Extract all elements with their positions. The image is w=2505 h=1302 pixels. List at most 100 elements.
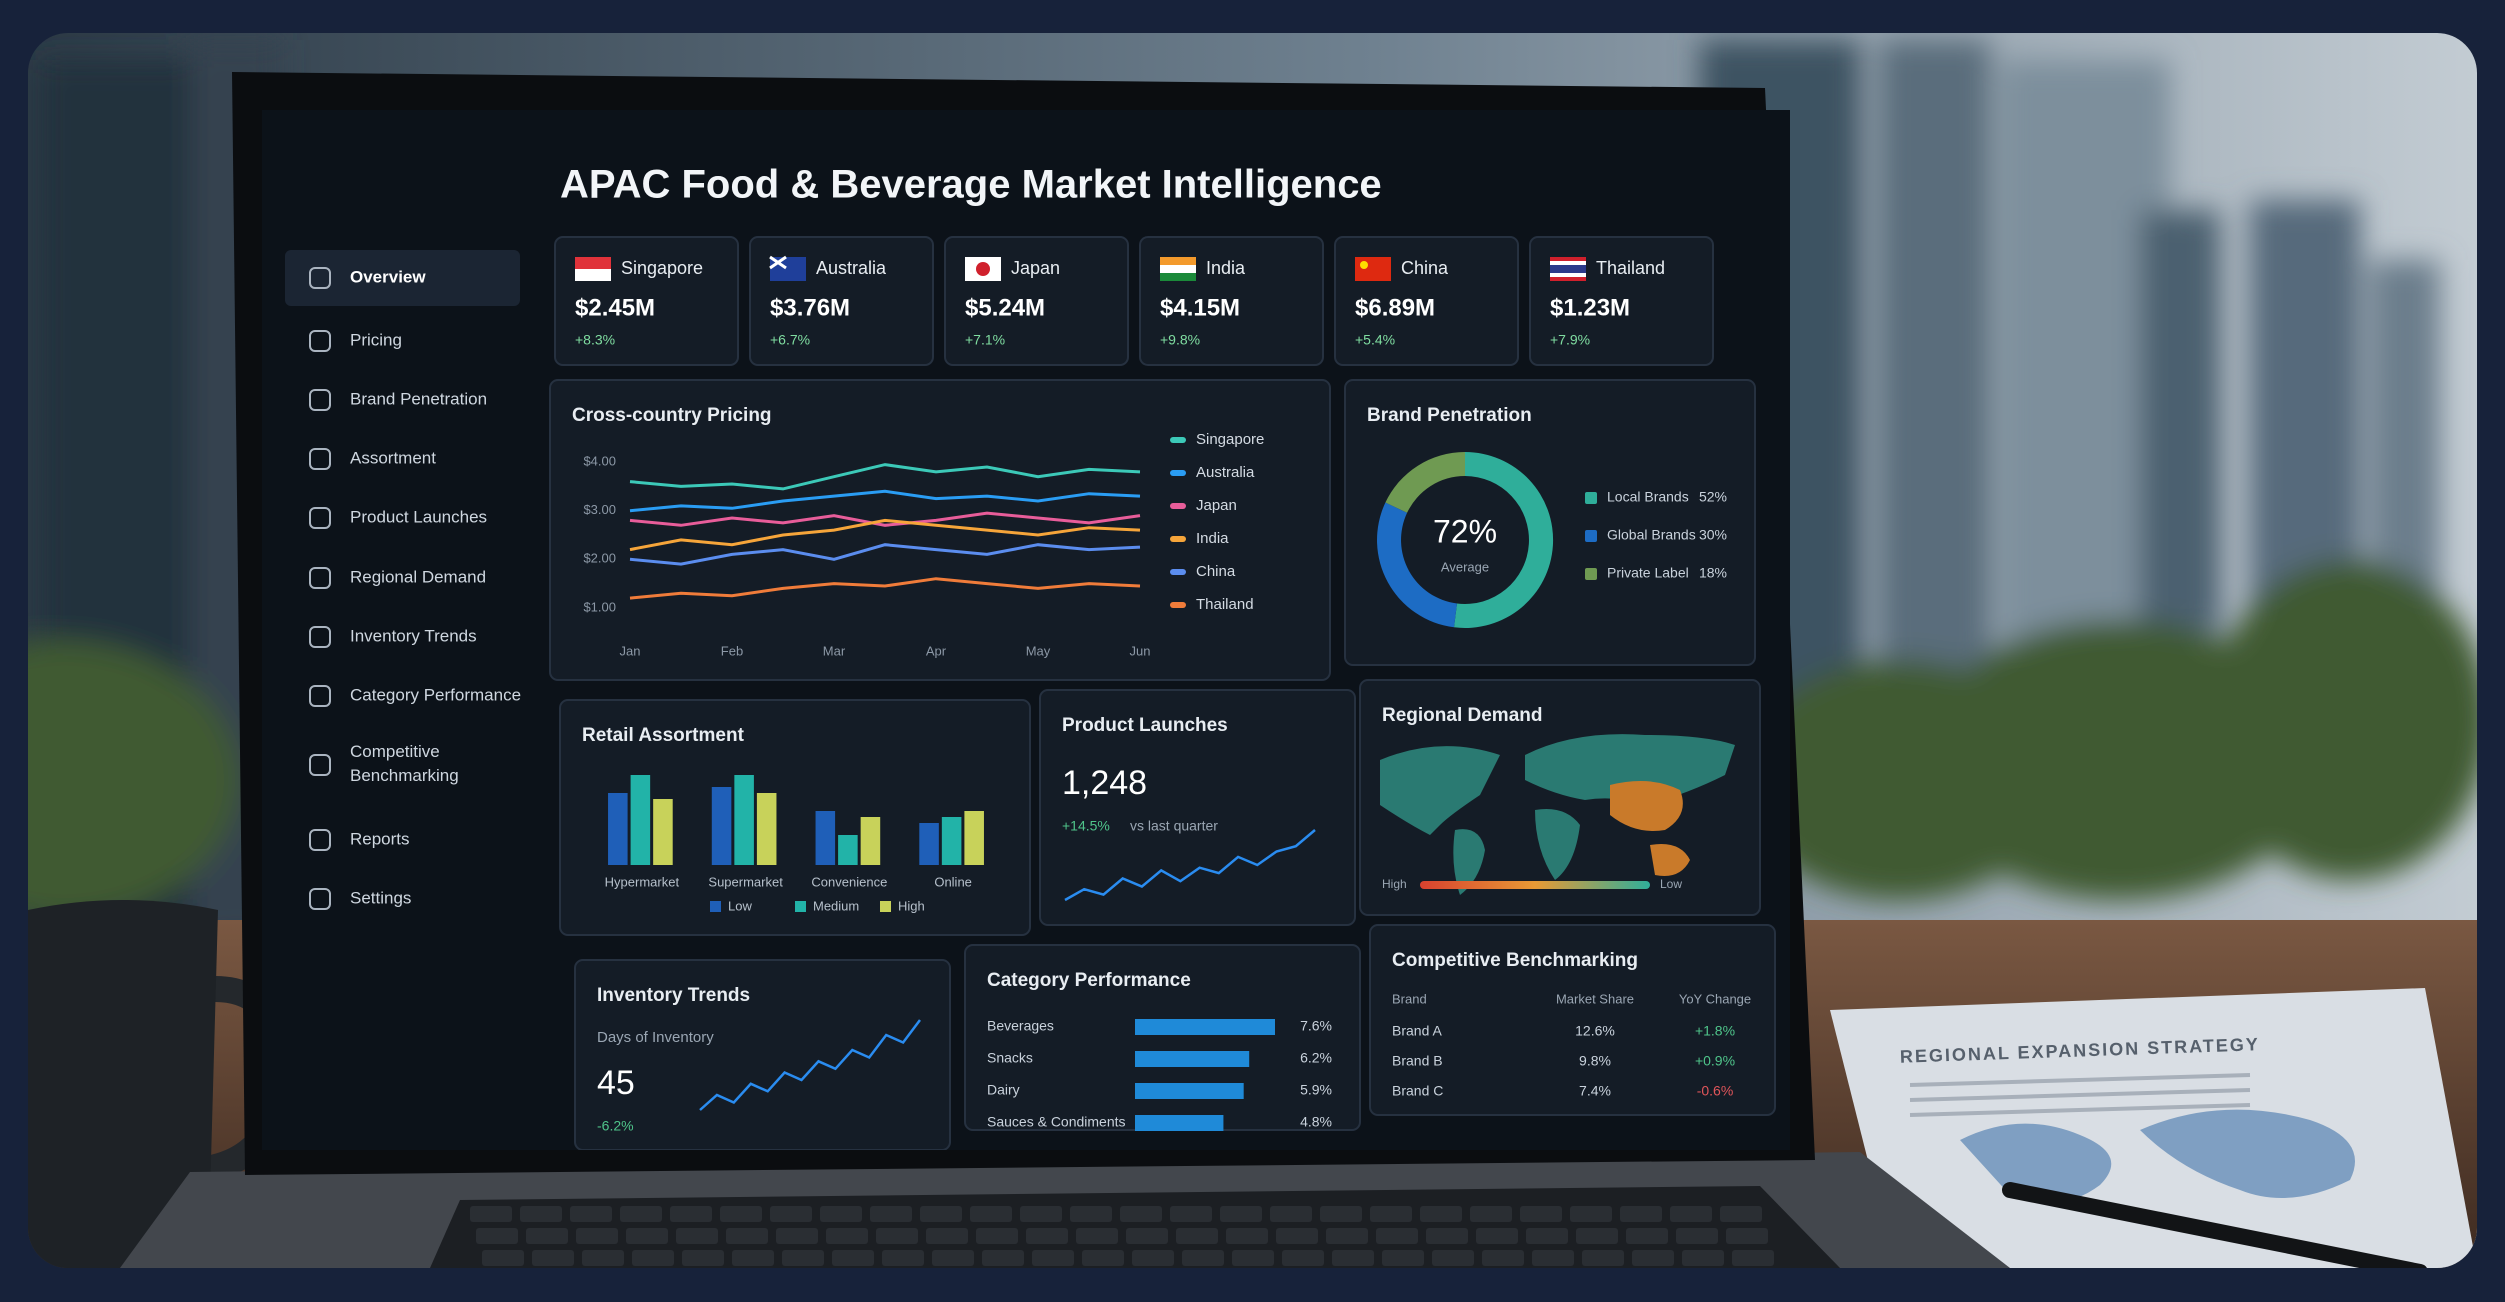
key xyxy=(1276,1228,1318,1244)
building xyxy=(1880,40,1990,690)
series-line xyxy=(629,543,1141,566)
nav-icon xyxy=(309,507,331,529)
key xyxy=(920,1206,962,1222)
key xyxy=(1176,1228,1218,1244)
nav-item[interactable]: Overview xyxy=(285,250,520,306)
key xyxy=(570,1206,612,1222)
nav-item[interactable]: Product Launches xyxy=(309,507,487,529)
nav-item[interactable]: Competitive Benchmarking xyxy=(309,742,459,785)
donut-slice xyxy=(1377,502,1457,628)
legend-label: Japan xyxy=(1196,497,1237,514)
kpi-value: $5.24M xyxy=(965,294,1045,321)
nav-label: Category Performance xyxy=(350,685,521,704)
key xyxy=(1220,1206,1262,1222)
pen xyxy=(2002,1182,2428,1268)
nav-icon xyxy=(309,330,331,352)
nav-item[interactable]: Inventory Trends xyxy=(309,626,477,648)
panel-bg xyxy=(1369,924,1776,1116)
key xyxy=(820,1206,862,1222)
table-cell: Brand B xyxy=(1392,1053,1443,1069)
table-header: Market Share xyxy=(1556,991,1634,1006)
legend-swatch xyxy=(880,901,891,912)
key xyxy=(482,1250,524,1266)
key xyxy=(1282,1250,1324,1266)
kpi-change: +14.5% xyxy=(1062,818,1110,834)
flag xyxy=(976,262,990,276)
kpi-country: Australia xyxy=(816,258,887,278)
legend-swatch xyxy=(1585,492,1597,504)
key xyxy=(932,1250,974,1266)
panel-bg xyxy=(574,959,951,1150)
value-label: 7.6% xyxy=(1300,1018,1332,1034)
legend-low: Low xyxy=(1660,877,1682,891)
key xyxy=(532,1250,574,1266)
panel: Brand Penetration Local Brands 52% Global B… xyxy=(1344,379,1756,666)
flag xyxy=(1550,261,1586,265)
panel: Regional Demand High Low xyxy=(1359,679,1761,916)
nav-item[interactable]: Brand Penetration xyxy=(309,389,487,411)
bar xyxy=(608,793,628,865)
key xyxy=(1670,1206,1712,1222)
donut-slice xyxy=(1385,452,1465,513)
bar xyxy=(1135,1083,1244,1099)
panel-title: Competitive Benchmarking xyxy=(1392,950,1638,971)
key xyxy=(1632,1250,1674,1266)
table-cell: +1.8% xyxy=(1695,1023,1735,1039)
panel-title: Brand Penetration xyxy=(1367,405,1532,426)
x-tick-label: Apr xyxy=(926,643,947,658)
table-header: YoY Change xyxy=(1679,991,1751,1006)
subtitle: Days of Inventory xyxy=(597,1029,714,1046)
x-tick-label: Feb xyxy=(721,643,743,658)
panel: Retail Assortment Hypermarket Supermarket C… xyxy=(559,699,1031,936)
panel-title: Retail Assortment xyxy=(582,725,745,746)
key xyxy=(1526,1228,1568,1244)
key xyxy=(826,1228,868,1244)
legend-swatch xyxy=(1585,568,1597,580)
kpi-change: +7.9% xyxy=(1550,332,1590,348)
key xyxy=(1520,1206,1562,1222)
series-line xyxy=(629,511,1141,527)
panel: Competitive Benchmarking Brand Market Shar… xyxy=(1369,924,1776,1116)
kpi-change: +7.1% xyxy=(965,332,1005,348)
flag xyxy=(1160,257,1196,265)
buildings xyxy=(28,40,2477,960)
panel-bg xyxy=(549,379,1331,681)
nav-label: Regional Demand xyxy=(350,567,486,586)
key xyxy=(982,1250,1024,1266)
key xyxy=(970,1206,1012,1222)
legend-swatch xyxy=(1170,602,1186,608)
kpi-change: +5.4% xyxy=(1355,332,1395,348)
nav-item[interactable]: Settings xyxy=(309,888,411,910)
table-cell: 9.8% xyxy=(1579,1053,1611,1069)
kpi-value: 1,248 xyxy=(1062,764,1147,802)
nav-highlight xyxy=(285,250,520,306)
table-cell: 7.4% xyxy=(1579,1083,1611,1099)
kpi-card: Australia $3.76M +6.7% xyxy=(749,236,934,366)
kpi-value: $2.45M xyxy=(575,294,655,321)
bar xyxy=(1135,1115,1224,1131)
nav-item[interactable]: Assortment xyxy=(309,448,436,470)
flag xyxy=(1550,257,1586,281)
kpi-value: $3.76M xyxy=(770,294,850,321)
nav-item[interactable]: Regional Demand xyxy=(309,567,486,589)
nav-label: Reports xyxy=(350,829,410,848)
bar xyxy=(1135,1051,1250,1067)
table-cell: -0.6% xyxy=(1697,1083,1734,1099)
legend-label: Medium xyxy=(813,898,859,913)
key xyxy=(1132,1250,1174,1266)
table-cell: Brand A xyxy=(1392,1023,1442,1039)
key xyxy=(1732,1250,1774,1266)
kpi-country: China xyxy=(1401,258,1449,278)
tree xyxy=(1740,660,2060,900)
sparkline xyxy=(699,1019,921,1111)
series-line xyxy=(629,463,1141,491)
flag xyxy=(769,255,806,281)
key xyxy=(1382,1250,1424,1266)
legend-swatch xyxy=(1170,470,1186,476)
nav-item[interactable]: Category Performance xyxy=(309,685,521,707)
x-tick-label: Convenience xyxy=(811,874,887,889)
nav-item[interactable]: Reports xyxy=(309,829,410,851)
nav-item[interactable]: Pricing xyxy=(309,330,402,352)
key xyxy=(1082,1250,1124,1266)
panel-title: Category Performance xyxy=(987,970,1191,991)
